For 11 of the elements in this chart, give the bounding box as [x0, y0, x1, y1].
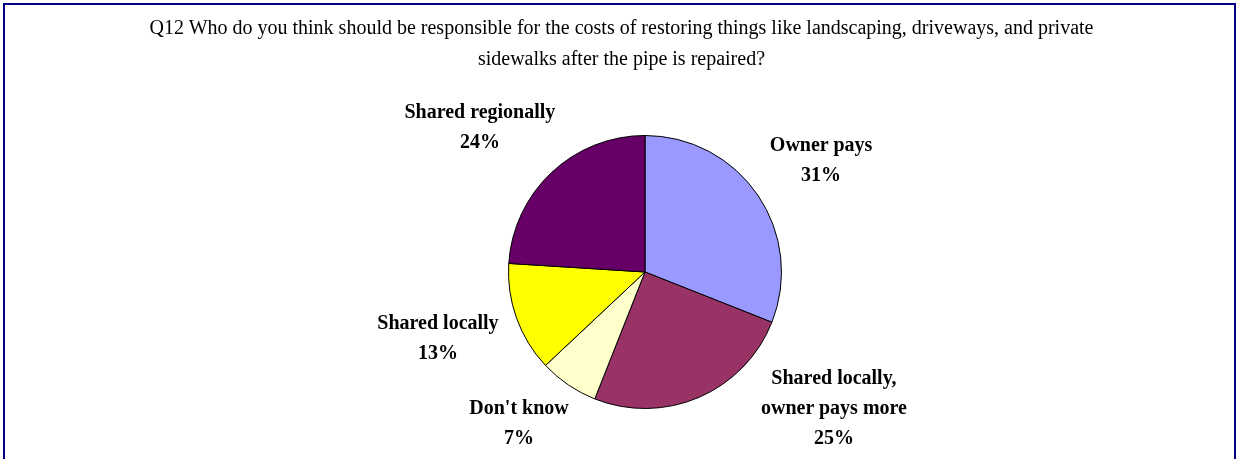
data-label: 13%	[417, 341, 458, 364]
data-label: 31%	[801, 162, 842, 185]
slice-label: Shared locally	[377, 311, 499, 335]
data-label: 7%	[504, 426, 535, 449]
data-label: 24%	[459, 129, 500, 152]
chart-title: Q12 Who do you think should be responsible for the costs of restoring things like landscaping, driveways, and private sidewalks after the pipe is repaired?	[148, 15, 1095, 72]
data-label: 25%	[813, 426, 854, 449]
slice-label: Shared locally, owner pays more	[761, 366, 908, 420]
slice-label: Owner pays	[769, 132, 873, 156]
slice-label: Don't know	[469, 396, 570, 419]
slice-label: Shared regionally	[404, 99, 556, 123]
